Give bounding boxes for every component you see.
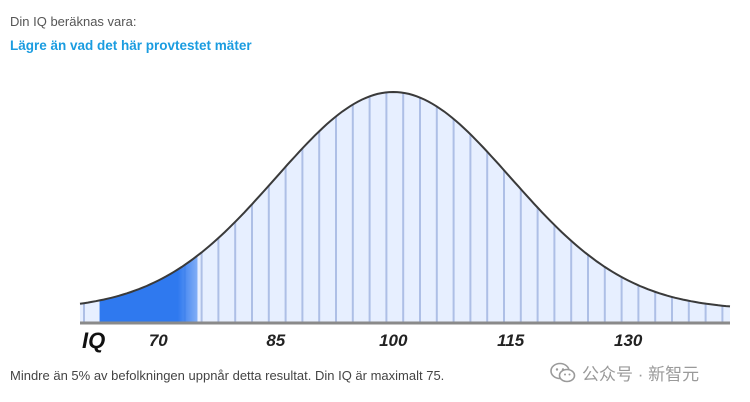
distribution-curve xyxy=(79,90,731,308)
iq-distribution-chart: IQ 70 85 100 115 130 xyxy=(79,90,731,353)
x-tick-label: 100 xyxy=(379,331,408,350)
watermark: 公众号 · 新智元 xyxy=(550,360,699,385)
x-axis-label: IQ xyxy=(82,328,105,353)
x-tick-label: 130 xyxy=(614,331,643,350)
wechat-icon xyxy=(550,362,576,382)
x-tick-label: 115 xyxy=(497,331,525,350)
result-footnote: Mindre än 5% av befolkningen uppnår dett… xyxy=(10,368,445,383)
watermark-text: 公众号 · 新智元 xyxy=(582,365,700,384)
distribution-area xyxy=(80,92,730,322)
score-highlight xyxy=(99,92,198,322)
intro-text: Din IQ beräknas vara: xyxy=(10,14,137,29)
x-tick-label: 85 xyxy=(266,331,285,350)
x-tick-label: 70 xyxy=(149,331,168,350)
result-text: Lägre än vad det här provtestet mäter xyxy=(10,38,252,53)
